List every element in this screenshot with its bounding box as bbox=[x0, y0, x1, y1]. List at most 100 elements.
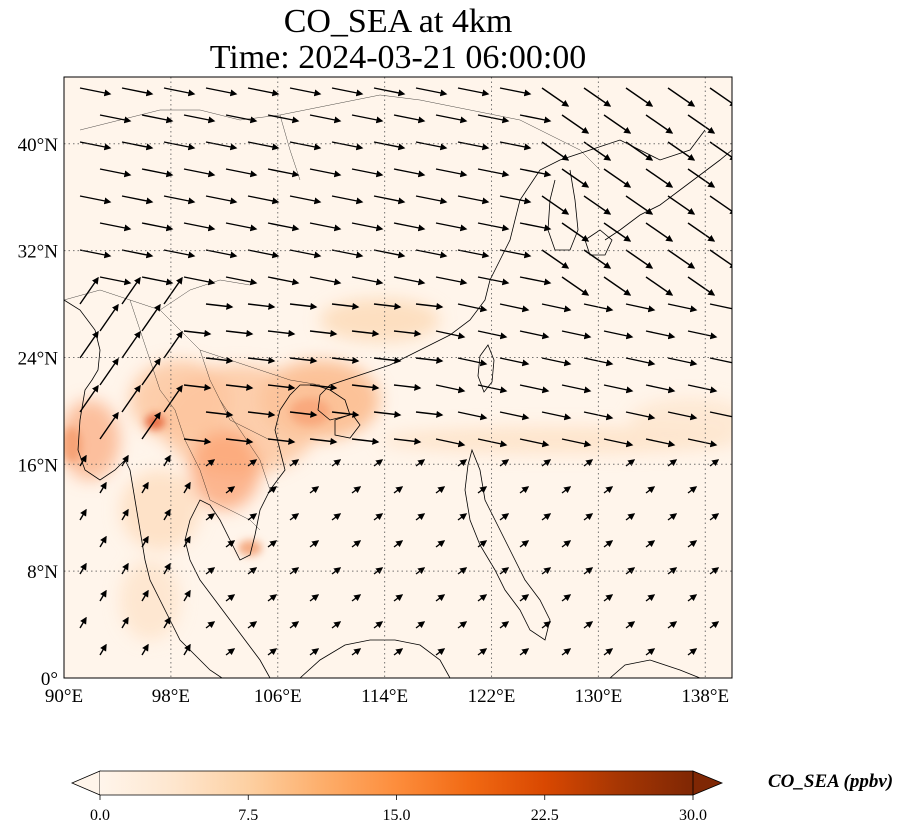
wind-arrow bbox=[205, 567, 216, 575]
wind-arrow bbox=[667, 411, 698, 421]
wind-arrow bbox=[583, 87, 612, 107]
wind-arrow bbox=[163, 87, 196, 97]
wind-arrow bbox=[247, 87, 280, 97]
wind-arrow bbox=[373, 87, 406, 97]
wind-arrow bbox=[121, 384, 141, 413]
wind-arrow bbox=[373, 410, 402, 418]
coastline-hainan bbox=[334, 413, 361, 439]
wind-arrow bbox=[415, 87, 448, 97]
wind-arrow bbox=[247, 567, 258, 575]
wind-arrow bbox=[435, 222, 468, 232]
wind-arrow bbox=[247, 513, 258, 521]
wind-arrow bbox=[99, 222, 132, 232]
wind-arrow bbox=[561, 114, 590, 134]
wind-arrow bbox=[205, 141, 238, 151]
colorbar-tick-label: 22.5 bbox=[531, 807, 559, 824]
wind-arrow bbox=[225, 648, 236, 656]
wind-arrow bbox=[625, 303, 656, 313]
wind-arrow bbox=[183, 535, 191, 548]
concentration-field bbox=[64, 77, 732, 678]
wind-arrow bbox=[541, 195, 570, 215]
wind-arrow bbox=[477, 276, 510, 286]
wind-arrow bbox=[79, 141, 112, 151]
wind-arrow bbox=[331, 249, 364, 259]
coastline-korea bbox=[547, 169, 579, 251]
wind-arrow bbox=[99, 411, 119, 440]
wind-arrow bbox=[99, 643, 107, 656]
wind-arrow bbox=[583, 621, 594, 629]
wind-arrow bbox=[79, 87, 112, 97]
wind-arrow bbox=[499, 195, 532, 205]
wind-arrow bbox=[393, 276, 426, 286]
wind-arrow bbox=[709, 459, 720, 467]
wind-arrow bbox=[163, 384, 183, 413]
wind-arrow bbox=[687, 114, 716, 134]
wind-arrow bbox=[457, 195, 490, 205]
wind-arrow bbox=[99, 168, 132, 178]
wind-vector-field bbox=[79, 87, 732, 656]
wind-arrow bbox=[183, 481, 191, 494]
wind-arrow bbox=[351, 383, 380, 391]
wind-arrow bbox=[309, 222, 342, 232]
wind-arrow bbox=[667, 141, 696, 161]
wind-arrow bbox=[393, 168, 426, 178]
wind-arrow bbox=[645, 330, 676, 340]
wind-arrow bbox=[183, 589, 191, 602]
wind-arrow bbox=[541, 411, 572, 421]
wind-arrow bbox=[709, 567, 720, 575]
wind-arrow bbox=[415, 459, 426, 467]
wind-arrow bbox=[99, 481, 107, 494]
wind-arrow bbox=[163, 616, 171, 629]
wind-arrow bbox=[289, 356, 318, 364]
wind-arrow bbox=[141, 589, 149, 602]
wind-arrow bbox=[225, 329, 254, 337]
wind-arrow bbox=[499, 141, 532, 151]
wind-arrow bbox=[393, 648, 404, 656]
wind-arrow bbox=[247, 410, 276, 418]
wind-arrow bbox=[561, 222, 590, 242]
wind-arrow bbox=[267, 540, 278, 548]
wind-arrow bbox=[373, 195, 406, 205]
wind-arrow bbox=[267, 383, 296, 391]
wind-arrow bbox=[477, 648, 488, 656]
wind-arrow bbox=[331, 513, 342, 521]
wind-arrow bbox=[183, 643, 191, 656]
wind-arrow bbox=[457, 567, 468, 575]
wind-arrow bbox=[79, 276, 99, 305]
wind-arrow bbox=[709, 621, 720, 629]
wind-arrow bbox=[289, 141, 322, 151]
wind-arrow bbox=[351, 648, 362, 656]
wind-arrow bbox=[435, 648, 446, 656]
wind-arrow bbox=[457, 357, 488, 367]
wind-arrow bbox=[457, 141, 490, 151]
wind-arrow bbox=[393, 594, 404, 602]
map-frame bbox=[63, 76, 733, 679]
wind-arrow bbox=[393, 383, 422, 391]
wind-arrow bbox=[603, 648, 614, 656]
wind-arrow bbox=[331, 195, 364, 205]
wind-arrow bbox=[709, 411, 732, 421]
wind-arrow bbox=[415, 356, 444, 364]
wind-arrow bbox=[373, 302, 402, 310]
wind-arrow bbox=[79, 384, 99, 413]
wind-arrow bbox=[393, 437, 422, 445]
wind-arrow bbox=[393, 540, 404, 548]
wind-arrow bbox=[645, 648, 656, 656]
wind-arrow bbox=[183, 276, 216, 286]
country-borders bbox=[64, 94, 601, 531]
wind-arrow bbox=[499, 303, 530, 313]
lon-tick-label: 122°E bbox=[468, 686, 516, 707]
wind-arrow bbox=[541, 87, 570, 107]
wind-arrow bbox=[625, 567, 636, 575]
wind-arrow bbox=[519, 438, 550, 448]
wind-arrow bbox=[457, 459, 468, 467]
wind-arrow bbox=[225, 594, 236, 602]
wind-arrow bbox=[393, 329, 422, 337]
map-time-subtitle: Time: 2024-03-21 06:00:00 bbox=[209, 39, 587, 76]
wind-arrow bbox=[309, 276, 342, 286]
wind-arrow bbox=[561, 438, 592, 448]
map-title: CO_SEA at 4km bbox=[283, 3, 513, 40]
wind-arrow bbox=[247, 356, 276, 364]
wind-arrow bbox=[373, 356, 402, 364]
wind-arrow bbox=[541, 357, 572, 367]
